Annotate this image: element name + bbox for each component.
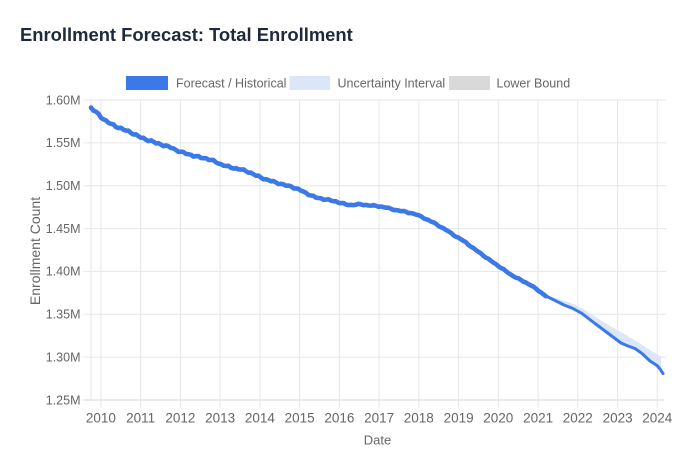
- svg-text:2012: 2012: [165, 410, 195, 425]
- svg-text:2024: 2024: [642, 410, 673, 425]
- svg-text:Forecast / Historical: Forecast / Historical: [176, 77, 286, 91]
- svg-text:1.60M: 1.60M: [46, 93, 81, 107]
- svg-text:Enrollment Count: Enrollment Count: [27, 197, 43, 305]
- svg-text:1.50M: 1.50M: [46, 179, 81, 193]
- svg-text:Uncertainty Interval: Uncertainty Interval: [338, 77, 446, 91]
- svg-text:1.55M: 1.55M: [46, 136, 81, 150]
- svg-text:Date: Date: [364, 433, 391, 448]
- svg-text:1.35M: 1.35M: [46, 308, 81, 322]
- svg-text:2023: 2023: [603, 410, 633, 425]
- svg-text:2018: 2018: [404, 410, 434, 425]
- svg-text:Lower Bound: Lower Bound: [497, 77, 571, 91]
- svg-text:2013: 2013: [205, 410, 235, 425]
- svg-text:2022: 2022: [563, 410, 593, 425]
- svg-text:2021: 2021: [523, 410, 553, 425]
- svg-text:2017: 2017: [364, 410, 394, 425]
- svg-text:2016: 2016: [324, 410, 354, 425]
- svg-text:1.40M: 1.40M: [46, 265, 81, 279]
- svg-text:2010: 2010: [86, 410, 116, 425]
- svg-text:2014: 2014: [245, 410, 276, 425]
- svg-text:2020: 2020: [483, 410, 513, 425]
- svg-text:1.30M: 1.30M: [46, 350, 81, 364]
- svg-text:1.25M: 1.25M: [46, 393, 81, 407]
- svg-text:2011: 2011: [126, 410, 155, 425]
- svg-text:2019: 2019: [444, 410, 474, 425]
- svg-text:1.45M: 1.45M: [46, 222, 81, 236]
- svg-text:2015: 2015: [285, 410, 315, 425]
